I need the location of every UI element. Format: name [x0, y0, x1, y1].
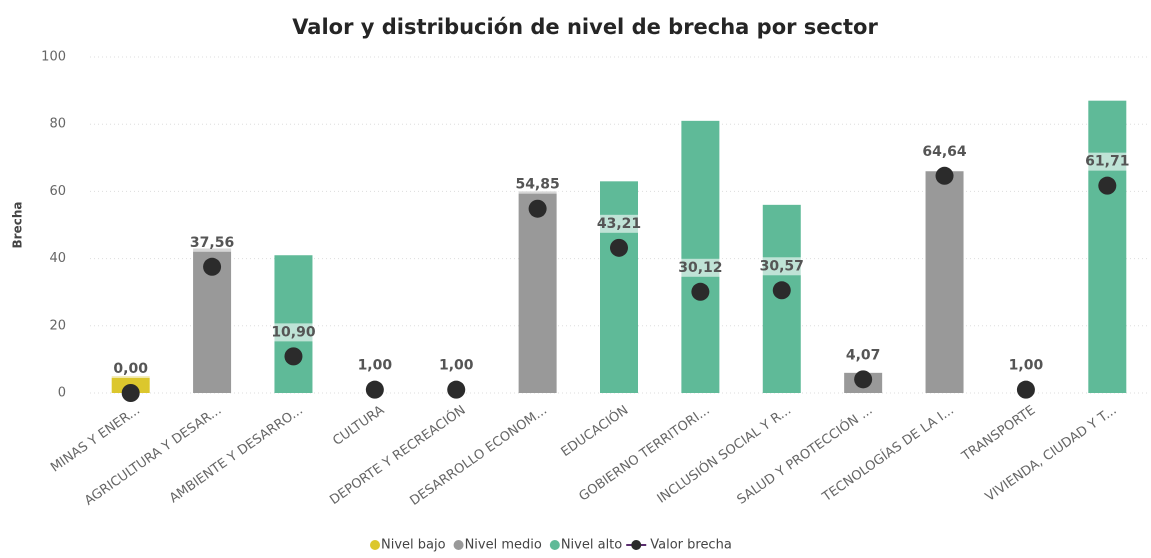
dot: [528, 199, 547, 218]
value-label-bg: [1085, 152, 1130, 171]
legend-marker: [453, 540, 464, 550]
y-tick-label: 40: [49, 251, 66, 266]
x-tick-label: GOBIERNO TERRITORI...: [576, 403, 712, 505]
value-label-bg: [108, 360, 153, 378]
dot: [610, 238, 628, 257]
x-tick-label: SALUD Y PROTECCIÓN ...: [734, 402, 875, 508]
y-tick-label: 100: [41, 50, 66, 65]
bar: [600, 181, 638, 393]
dot: [1098, 176, 1117, 195]
x-tick-label: INCLUSIÓN SOCIAL Y R...: [654, 402, 794, 507]
y-tick-label: 60: [49, 184, 66, 199]
dot: [1016, 380, 1035, 399]
value-label: 1,00: [1009, 358, 1044, 374]
x-tick-label: CULTURA: [330, 403, 387, 449]
value-label-bg: [678, 258, 723, 277]
dot: [284, 347, 303, 366]
value-label-bg: [515, 175, 560, 194]
value-label-bg: [922, 142, 967, 161]
value-label: 4,07: [846, 347, 881, 363]
y-axis-label: Brecha: [11, 202, 25, 249]
y-tick-label: 20: [49, 318, 66, 333]
legend-marker: [631, 540, 642, 550]
bar: [681, 120, 720, 393]
legend-label: Nivel bajo: [381, 538, 446, 553]
dot: [935, 166, 954, 185]
value-label-bg: [841, 346, 886, 365]
value-label-bg: [190, 233, 235, 252]
dot: [772, 281, 791, 300]
legend-marker: [370, 540, 380, 550]
x-tick-label: DESARROLLO ECONOM...: [407, 403, 549, 509]
value-label: 61,71: [1085, 154, 1129, 170]
value-label-bg: [759, 257, 804, 276]
value-label: 30,12: [678, 260, 722, 276]
chart-title: Valor y distribución de nivel de brecha …: [292, 15, 878, 39]
x-tick-label: DEPORTE Y RECREACIÓN: [327, 402, 469, 508]
value-label: 1,00: [439, 358, 474, 374]
value-label: 30,57: [760, 258, 804, 274]
value-label: 54,85: [515, 177, 559, 193]
y-tick-label: 80: [49, 117, 66, 132]
value-label: 37,56: [190, 235, 234, 251]
x-tick-label: AMBIENTE Y DESARRO...: [167, 403, 306, 506]
value-label: 1,00: [358, 358, 393, 374]
bar: [518, 191, 557, 393]
y-tick-label: 0: [58, 386, 66, 401]
dot: [691, 282, 710, 301]
legend-marker: [549, 540, 560, 550]
value-label-bg: [1003, 356, 1048, 375]
x-tick-label: VIVIENDA, CIUDAD Y T...: [983, 403, 1120, 505]
x-tick-label: TRANSPORTE: [959, 403, 1039, 465]
dot: [365, 380, 384, 399]
x-tick-label: TECNOLOGÍAS DE LA I...: [819, 402, 957, 505]
bar: [925, 171, 964, 393]
dot: [203, 257, 222, 276]
dot: [854, 370, 873, 389]
bar: [1088, 100, 1127, 394]
x-tick-label: EDUCACIÓN: [558, 402, 631, 460]
value-label: 43,21: [597, 216, 641, 232]
value-label-bg: [271, 323, 316, 342]
value-label-bg: [352, 356, 397, 375]
dot: [447, 380, 466, 399]
value-label-bg: [597, 214, 641, 233]
value-label-bg: [434, 356, 479, 375]
legend-label: Nivel medio: [465, 538, 542, 553]
legend-label: Nivel alto: [561, 538, 622, 553]
value-label: 10,90: [271, 324, 316, 340]
dot: [121, 384, 140, 402]
value-label: 64,64: [922, 144, 967, 160]
value-label: 0,00: [113, 361, 148, 377]
legend-label: Valor brecha: [650, 538, 732, 553]
x-tick-label: AGRICULTURA Y DESAR...: [82, 403, 224, 509]
